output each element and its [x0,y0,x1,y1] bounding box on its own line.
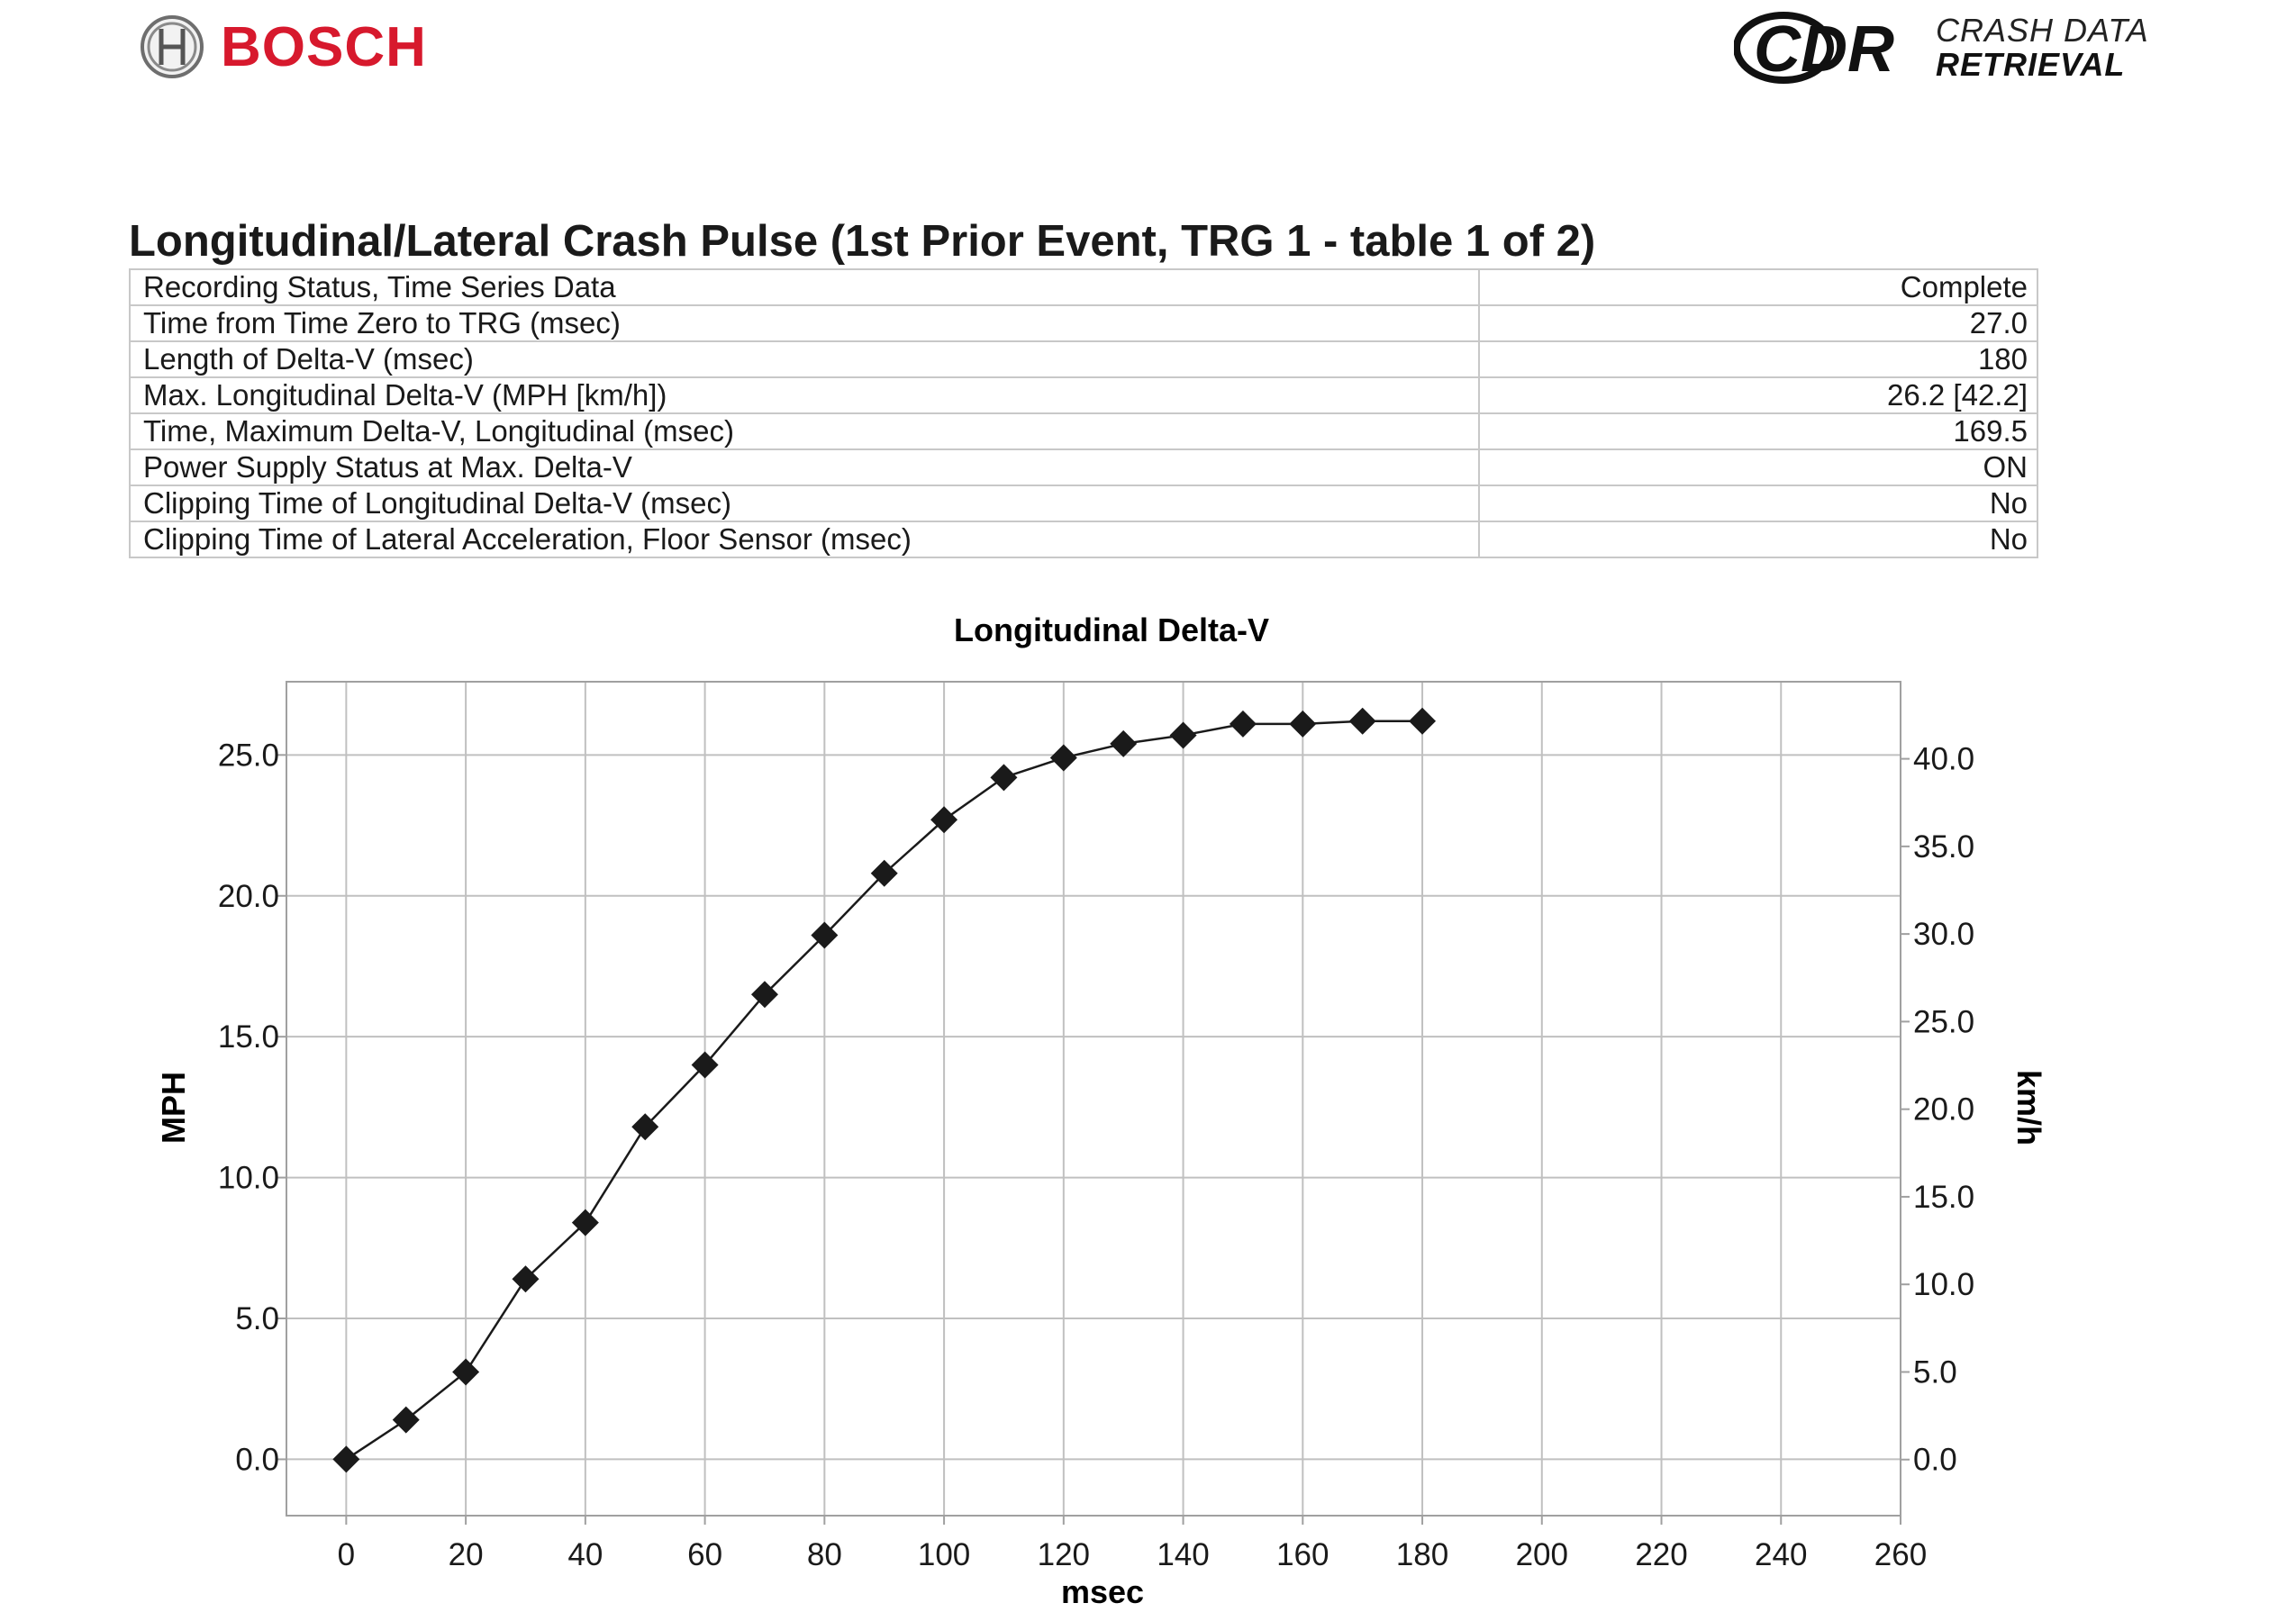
row-label: Clipping Time of Longitudinal Delta-V (m… [129,485,1480,522]
bosch-wordmark: BOSCH [221,15,427,78]
row-value: No [1477,521,2039,558]
data-point-marker [811,921,839,949]
row-value: 169.5 [1477,412,2039,450]
cdr-line1: CRASH DATA [1936,12,2149,50]
table-row: Max. Longitudinal Delta-V (MPH [km/h]) 26… [129,376,2039,414]
x-tick-label: 140 [1157,1537,1209,1572]
y2-tick-label: 5.0 [1913,1354,1957,1390]
bosch-logo: BOSCH [140,11,427,83]
x-tick-label: 220 [1635,1537,1687,1572]
table-row: Time from Time Zero to TRG (msec) 27.0 [129,304,2039,342]
y-tick-label: 15.0 [218,1019,279,1055]
y2-axis-label: km/h [2010,1070,2047,1146]
x-tick-label: 80 [807,1537,842,1572]
row-label: Recording Status, Time Series Data [129,268,1480,306]
row-value: 26.2 [42.2] [1477,376,2039,414]
row-label: Length of Delta-V (msec) [129,340,1480,378]
y2-tick-label: 0.0 [1913,1443,1957,1478]
summary-table: Recording Status, Time Series Data Comple… [129,268,2039,558]
y-tick-label: 5.0 [235,1301,279,1336]
row-value: 180 [1477,340,2039,378]
x-tick-label: 40 [567,1537,603,1572]
x-tick-label: 120 [1038,1537,1090,1572]
x-tick-label: 200 [1516,1537,1568,1572]
data-point-marker [512,1265,540,1293]
y-axis-label: MPH [155,1072,192,1144]
x-tick-label: 160 [1276,1537,1329,1572]
table-row: Time, Maximum Delta-V, Longitudinal (mse… [129,412,2039,450]
row-label: Max. Longitudinal Delta-V (MPH [km/h]) [129,376,1480,414]
data-point-marker [1049,744,1077,772]
x-tick-label: 0 [338,1537,355,1572]
table-row: Clipping Time of Lateral Acceleration, F… [129,521,2039,558]
data-point-marker [1348,707,1376,735]
y2-tick-label: 20.0 [1913,1092,1974,1127]
x-axis-label: msec [1061,1573,1144,1610]
table-row: Power Supply Status at Max. Delta-V ON [129,448,2039,486]
y2-tick-label: 40.0 [1913,742,1974,777]
row-value: 27.0 [1477,304,2039,342]
cdr-logo: CDR CRASH DATA RETRIEVAL [1734,7,2149,88]
chart-grid [286,682,1901,1516]
data-point-marker [990,764,1018,792]
data-point-marker [452,1358,480,1386]
cdr-mark-icon: CDR [1734,12,1894,84]
series-line [345,720,1423,1461]
series-markers [332,707,1437,1473]
x-tick-label: 20 [449,1537,484,1572]
table-row: Recording Status, Time Series Data Comple… [129,268,2039,306]
y2-tick-label: 10.0 [1913,1267,1974,1302]
data-point-marker [930,806,958,834]
y-tick-label: 25.0 [218,738,279,773]
x-tick-label: 60 [687,1537,722,1572]
data-point-marker [332,1445,360,1473]
y2-tick-label: 25.0 [1913,1004,1974,1039]
plot-frame [286,681,1901,1517]
data-point-marker [571,1209,599,1236]
cdr-line2: RETRIEVAL [1936,46,2126,83]
y2-tick-label: 30.0 [1913,917,1974,952]
data-point-marker [870,859,898,887]
row-label: Clipping Time of Lateral Acceleration, F… [129,521,1480,558]
row-label: Time, Maximum Delta-V, Longitudinal (mse… [129,412,1480,450]
data-point-marker [1409,707,1437,735]
x-tick-label: 240 [1755,1537,1807,1572]
data-point-marker [631,1113,659,1141]
data-point-marker [750,981,778,1009]
x-tick-label: 100 [918,1537,970,1572]
bosch-armature-icon [141,15,204,78]
section-title: Longitudinal/Lateral Crash Pulse (1st Pr… [129,217,1596,266]
cdr-mark-text: CDR [1754,14,1894,84]
table-row: Clipping Time of Longitudinal Delta-V (m… [129,485,2039,522]
y-tick-label: 0.0 [235,1442,279,1477]
data-point-marker [1110,729,1138,757]
data-point-marker [691,1051,719,1079]
row-value: No [1477,485,2039,522]
y-tick-label: 20.0 [218,879,279,914]
x-tick-label: 180 [1396,1537,1448,1572]
row-value: ON [1477,448,2039,486]
data-point-marker [392,1406,420,1434]
row-label: Power Supply Status at Max. Delta-V [129,448,1480,486]
row-value: Complete [1477,268,2039,306]
row-label: Time from Time Zero to TRG (msec) [129,304,1480,342]
data-point-marker [1289,710,1317,738]
y2-tick-label: 35.0 [1913,829,1974,865]
chart-axes: 0 20 40 60 80 100 120 140 160 180 200 220 240 260 0.0 5… [218,738,1974,1572]
x-tick-label: 260 [1874,1537,1927,1572]
y-tick-label: 10.0 [218,1161,279,1196]
data-point-marker [1229,710,1257,738]
data-point-marker [1169,721,1197,749]
chart-title: Longitudinal Delta-V [954,611,1269,648]
y2-tick-label: 15.0 [1913,1180,1974,1215]
table-row: Length of Delta-V (msec) 180 [129,340,2039,378]
